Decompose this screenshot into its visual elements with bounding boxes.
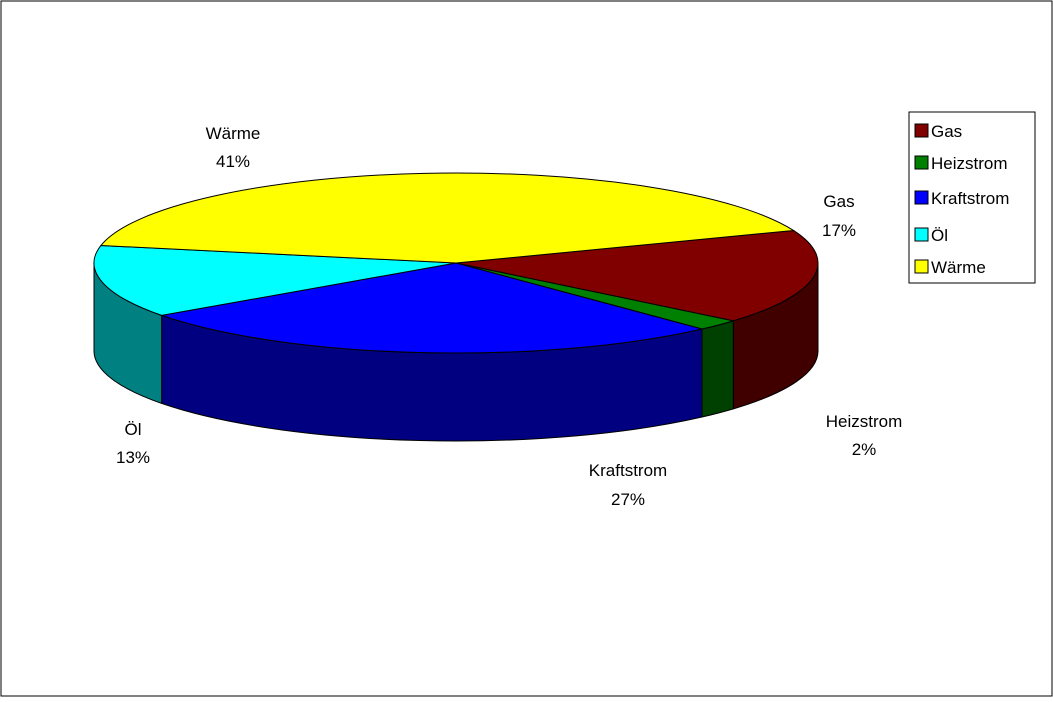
pie-side-heizstrom (701, 320, 734, 418)
legend-swatch-oel (914, 227, 929, 242)
pie-labels: Gas 17% Heizstrom 2% Kraftstrom 27% Öl 1… (116, 124, 902, 509)
data-label-kraftstrom-value: 27% (611, 490, 645, 509)
pie-tops (93, 172, 819, 354)
legend-entry-gas: Gas (914, 122, 962, 141)
legend-entry-oel: Öl (914, 226, 948, 245)
legend-entry-kraftstrom: Kraftstrom (914, 189, 1009, 208)
legend-swatch-kraftstrom (914, 190, 929, 205)
pie-slice-waerme (99, 172, 795, 264)
pie-sides (93, 262, 819, 442)
pie-slice-oel (93, 245, 457, 316)
legend-swatch-heizstrom (914, 155, 929, 170)
pie-slice-gas (455, 229, 819, 322)
legend-label-gas: Gas (931, 122, 962, 141)
legend-swatch-gas (914, 123, 929, 138)
data-label-kraftstrom-name: Kraftstrom (589, 461, 667, 480)
data-label-oel-value: 13% (116, 448, 150, 467)
legend-entry-waerme: Wärme (914, 258, 986, 277)
data-label-gas-value: 17% (822, 221, 856, 240)
legend-entry-heizstrom: Heizstrom (914, 154, 1008, 173)
data-label-oel-name: Öl (125, 420, 142, 439)
pie-slice-kraftstrom (159, 262, 703, 354)
legend-box (908, 111, 1036, 284)
legend-swatch-waerme (914, 259, 929, 274)
legend-label-oel: Öl (931, 226, 948, 245)
legend-label-waerme: Wärme (931, 258, 986, 277)
legend: Gas Heizstrom Kraftstrom Öl Wärme (908, 111, 1036, 284)
data-label-waerme-name: Wärme (206, 124, 261, 143)
data-label-heizstrom-name: Heizstrom (826, 412, 903, 431)
legend-label-kraftstrom: Kraftstrom (931, 189, 1009, 208)
data-label-gas-name: Gas (823, 192, 854, 211)
data-label-waerme-value: 41% (216, 152, 250, 171)
legend-label-heizstrom: Heizstrom (931, 154, 1008, 173)
data-label-heizstrom-value: 2% (852, 440, 877, 459)
